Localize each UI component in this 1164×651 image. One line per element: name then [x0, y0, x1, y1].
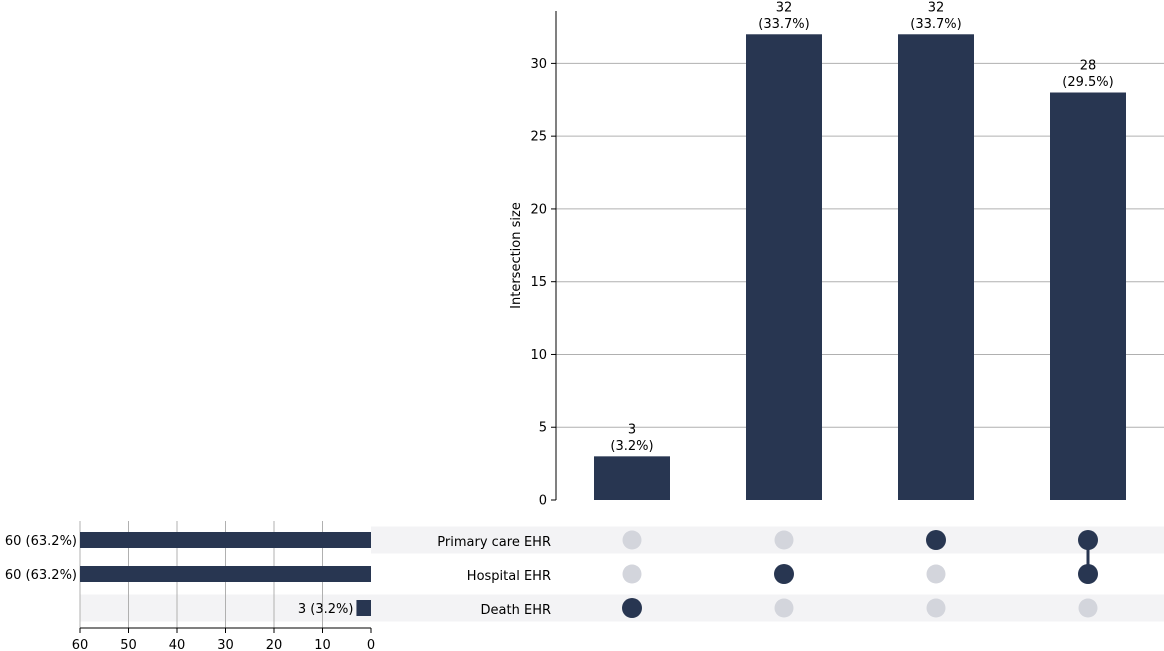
intersection-bar [898, 34, 974, 501]
set-name-label: Primary care EHR [437, 535, 551, 550]
set-name-label: Hospital EHR [467, 569, 551, 584]
bar-count-label: 3 [628, 422, 636, 437]
matrix-dot-inactive [1078, 598, 1098, 618]
matrix-stripe [371, 594, 1164, 622]
matrix-dot-active [1078, 564, 1098, 584]
y-tick-label: 20 [530, 202, 547, 217]
y-tick-label: 0 [539, 494, 547, 509]
set-x-tick-label: 50 [120, 638, 137, 651]
set-x-tick-label: 40 [169, 638, 186, 651]
matrix-row-stripes [80, 526, 1164, 622]
set-name-label: Death EHR [481, 603, 551, 618]
matrix-stripe [371, 526, 1164, 554]
set-size-label: 60 (63.2%) [5, 568, 77, 583]
matrix-dot-active [926, 530, 946, 550]
intersection-bar [594, 456, 670, 500]
bar-count-label: 28 [1080, 59, 1097, 74]
intersection-bars [594, 34, 1126, 501]
bar-percent-label: (3.2%) [610, 439, 653, 454]
set-size-bar [356, 600, 371, 616]
matrix-dot-inactive [926, 564, 946, 584]
intersection-bar [1050, 92, 1126, 500]
y-axis-title: Intersection size [509, 202, 524, 309]
matrix-dot-active [774, 564, 794, 584]
matrix-dot-inactive [926, 598, 946, 618]
y-tick-label: 5 [539, 421, 547, 436]
y-tick-label: 30 [530, 57, 547, 72]
matrix-dot-inactive [774, 530, 794, 550]
matrix-dot-active [1078, 530, 1098, 550]
bar-count-label: 32 [776, 0, 793, 15]
set-size-bar [80, 532, 371, 548]
set-size-bars [80, 532, 371, 616]
matrix-dot-inactive [774, 598, 794, 618]
intersection-bar [746, 34, 822, 501]
set-size-label: 3 (3.2%) [298, 602, 354, 617]
set-x-tick-label: 10 [314, 638, 331, 651]
text-labels: 0 5 10 15 20 25 30 Intersection size 3 (3.2%) 32 (3… [5, 0, 1114, 651]
set-x-tick-label: 60 [72, 638, 89, 651]
bar-percent-label: (33.7%) [910, 17, 961, 32]
matrix-dot-inactive [622, 530, 642, 550]
y-tick-label: 15 [530, 275, 547, 290]
set-x-tick-label: 20 [266, 638, 283, 651]
y-tick-label: 10 [530, 348, 547, 363]
bar-percent-label: (29.5%) [1062, 75, 1113, 90]
bar-percent-label: (33.7%) [758, 17, 809, 32]
axes [79, 11, 557, 633]
membership-matrix [622, 530, 1098, 618]
matrix-dot-active [622, 598, 642, 618]
matrix-dot-inactive [622, 564, 642, 584]
set-size-bar [80, 566, 371, 582]
set-size-label: 60 (63.2%) [5, 534, 77, 549]
set-x-tick-label: 0 [367, 638, 375, 651]
y-tick-label: 25 [530, 130, 547, 145]
bar-count-label: 32 [928, 0, 945, 15]
set-x-tick-label: 30 [217, 638, 234, 651]
